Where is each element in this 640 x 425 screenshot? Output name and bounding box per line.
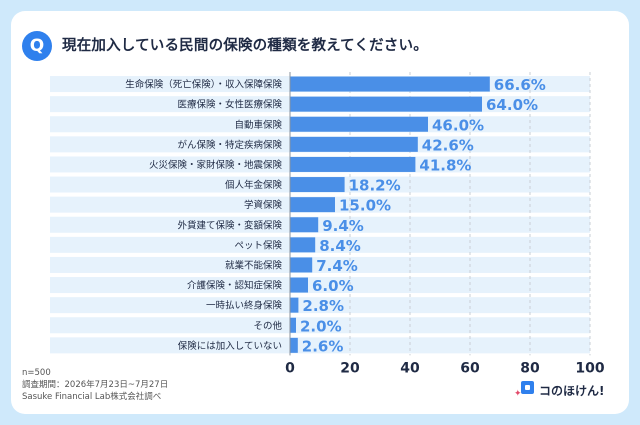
category-label: 外貨建て保険・変額保険 bbox=[177, 219, 282, 231]
category-label: 火災保険・家財保険・地震保険 bbox=[149, 159, 283, 171]
bar bbox=[290, 337, 298, 353]
bar bbox=[290, 116, 428, 132]
value-label: 42.6% bbox=[422, 136, 474, 154]
row-band bbox=[50, 277, 590, 294]
chart-title: 現在加入している民間の保険の種類を教えてください。 bbox=[62, 38, 428, 54]
source-note: Sasuke Financial Lab株式会社調べ bbox=[22, 392, 162, 402]
bar bbox=[290, 156, 416, 172]
value-label: 66.6% bbox=[494, 76, 546, 94]
value-label: 46.0% bbox=[432, 116, 484, 134]
value-label: 15.0% bbox=[339, 197, 391, 215]
value-label: 6.0% bbox=[312, 277, 354, 295]
category-label: 自動車保険 bbox=[234, 119, 282, 131]
bar bbox=[290, 76, 490, 92]
row-band bbox=[50, 256, 590, 273]
sample-size-note: n=500 bbox=[22, 368, 51, 378]
row-band bbox=[50, 337, 590, 354]
bar bbox=[290, 217, 319, 233]
survey-period-note: 調査期間：2026年7月23日~7月27日 bbox=[22, 380, 169, 390]
bar bbox=[290, 237, 316, 253]
value-label: 41.8% bbox=[419, 156, 471, 174]
value-label: 64.0% bbox=[486, 96, 538, 114]
brand-logo: ✦ コのほけん! bbox=[514, 380, 604, 400]
logo-text: コのほけん! bbox=[539, 383, 605, 398]
category-label: その他 bbox=[253, 320, 282, 332]
category-label: 医療保険・女性医療保険 bbox=[177, 99, 282, 111]
value-label: 8.4% bbox=[319, 237, 361, 255]
bar bbox=[290, 177, 345, 193]
x-tick-label: 60 bbox=[460, 360, 480, 376]
bar bbox=[290, 96, 482, 112]
category-label: 介護保険・認知症保険 bbox=[187, 280, 283, 292]
x-tick-label: 0 bbox=[285, 360, 295, 376]
x-tick-label: 40 bbox=[400, 360, 420, 376]
category-label: 一時払い終身保険 bbox=[206, 300, 283, 312]
survey-notes: n=500 調査期間：2026年7月23日~7月27日 Sasuke Finan… bbox=[22, 367, 168, 403]
row-band bbox=[50, 216, 590, 233]
value-label: 2.0% bbox=[300, 317, 342, 335]
value-label: 18.2% bbox=[349, 177, 401, 195]
bar bbox=[290, 277, 308, 293]
bar bbox=[290, 136, 418, 152]
category-label: ペット保険 bbox=[234, 239, 282, 251]
value-label: 2.6% bbox=[302, 337, 344, 355]
value-label: 9.4% bbox=[322, 217, 364, 235]
category-label: 生命保険（死亡保険）・収入保障保険 bbox=[125, 79, 282, 91]
row-band bbox=[50, 297, 590, 314]
row-band bbox=[50, 317, 590, 334]
value-label: 7.4% bbox=[316, 257, 358, 275]
row-band bbox=[50, 236, 590, 253]
bar bbox=[290, 317, 296, 333]
question-badge: Q bbox=[22, 31, 52, 61]
bar bbox=[290, 297, 299, 313]
bar bbox=[290, 197, 335, 213]
x-tick-label: 100 bbox=[575, 360, 604, 376]
category-label: 学資保険 bbox=[244, 199, 283, 211]
x-tick-label: 80 bbox=[520, 360, 540, 376]
category-label: がん保険・特定疾病保険 bbox=[177, 139, 282, 151]
category-label: 就業不能保険 bbox=[225, 259, 283, 271]
category-label: 個人年金保険 bbox=[225, 179, 283, 191]
x-tick-label: 20 bbox=[340, 360, 360, 376]
category-label: 保険には加入していない bbox=[178, 340, 282, 352]
bar bbox=[290, 257, 313, 273]
value-label: 2.8% bbox=[302, 297, 344, 315]
logo-icon: ✦ bbox=[514, 381, 534, 399]
